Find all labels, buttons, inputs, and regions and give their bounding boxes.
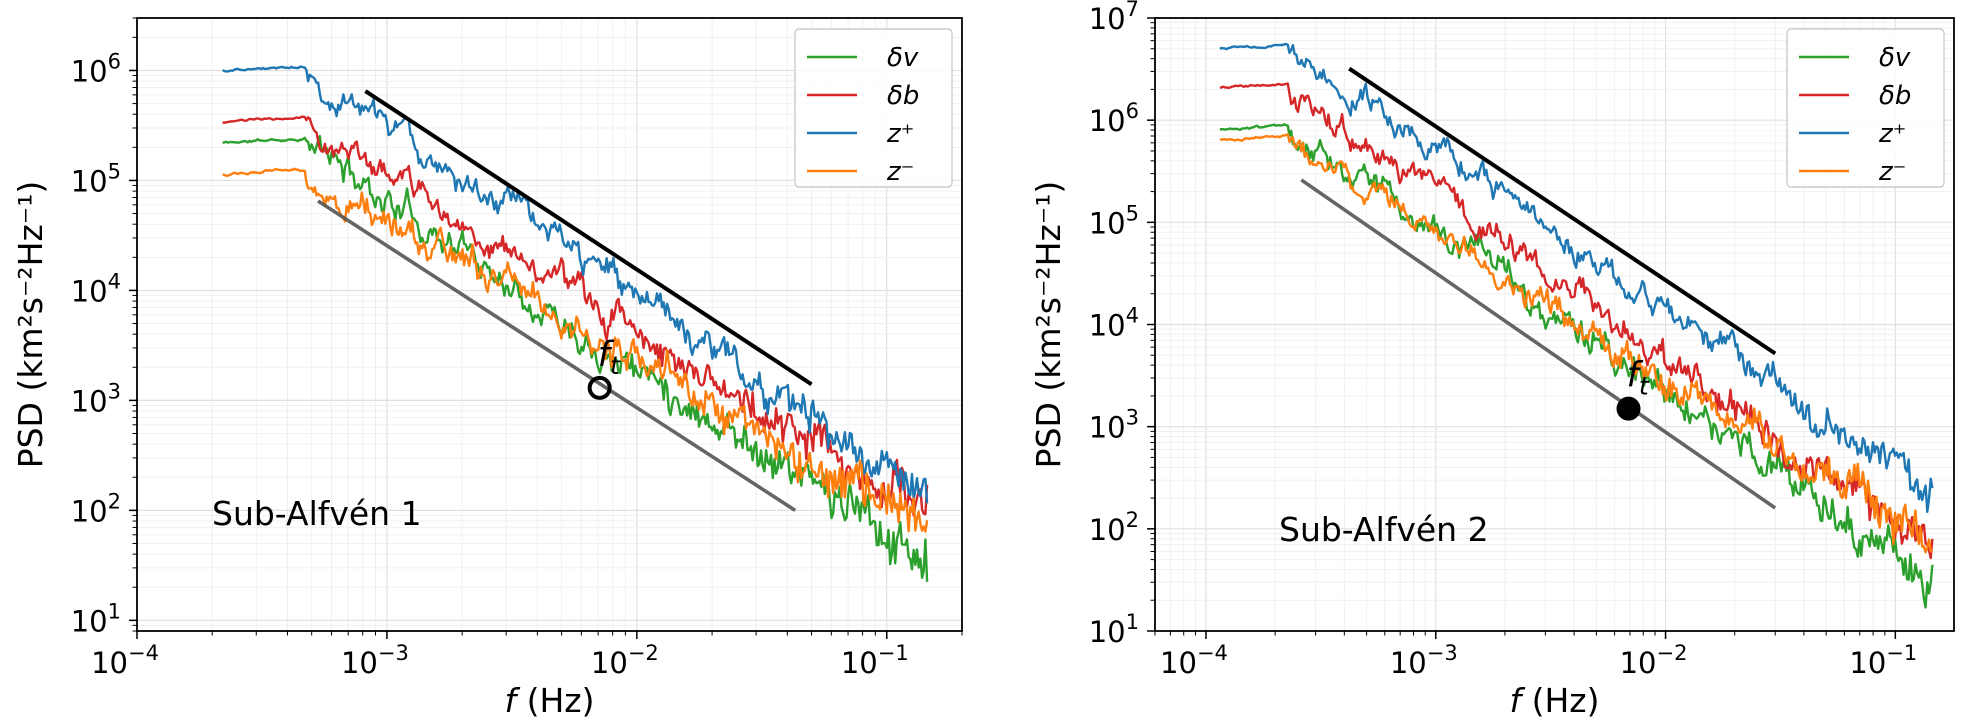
legend-box <box>794 28 953 188</box>
legend-label-δb: δb <box>887 81 919 111</box>
power-law-fit-line <box>317 199 797 512</box>
x-tick-label: 10−1 <box>1849 641 1917 680</box>
y-tick-exponent: 4 <box>108 269 121 293</box>
x-tick-exponent: −3 <box>1427 641 1458 665</box>
legend-label-z+: z⁺ <box>886 119 914 149</box>
y-tick-label: 102 <box>71 489 121 528</box>
y-tick-label: 101 <box>1089 610 1139 649</box>
power-law-fit-line <box>364 89 813 386</box>
y-tick-exponent: 5 <box>1126 201 1139 225</box>
y-tick-exponent: 1 <box>108 599 121 623</box>
x-tick-exponent: −1 <box>878 641 909 665</box>
x-tick-label: 10−2 <box>591 641 659 680</box>
y-tick-exponent: 2 <box>1126 508 1139 532</box>
x-tick-exponent: −1 <box>1886 641 1917 665</box>
series-line-δv <box>222 134 929 582</box>
axes-frame <box>136 17 963 632</box>
legend-label-z+: z⁺ <box>1878 119 1906 149</box>
y-axis-label: PSD (km²s⁻²Hz⁻¹) <box>11 181 50 469</box>
x-tick-exponent: −2 <box>628 641 659 665</box>
x-axis-label-unit: (Hz) <box>516 681 594 720</box>
legend: δv δb z⁺ z⁻ <box>794 28 953 188</box>
y-tick-label: 104 <box>71 269 121 308</box>
y-tick-exponent: 6 <box>108 49 121 73</box>
x-tick-label: 10−3 <box>341 641 409 680</box>
y-tick-exponent: 1 <box>1126 610 1139 634</box>
x-tick-label: 10−4 <box>1160 641 1228 680</box>
series-line-z− <box>1219 133 1934 554</box>
x-axis-label: f (Hz) <box>505 681 595 720</box>
legend-label-z−: z⁻ <box>886 157 914 187</box>
ft-point <box>1616 396 1641 421</box>
x-tick-label: 10−3 <box>1390 641 1458 680</box>
series-line-z+ <box>222 65 929 504</box>
x-axis-label-unit: (Hz) <box>1521 681 1599 720</box>
legend-box <box>1786 28 1945 188</box>
x-tick-label: 10−1 <box>841 641 909 680</box>
legend-label-δv: δv <box>887 43 919 73</box>
x-tick-exponent: −4 <box>1197 641 1228 665</box>
y-tick-exponent: 2 <box>108 489 121 513</box>
y-tick-label: 106 <box>1089 99 1139 138</box>
legend: δv δb z⁺ z⁻ <box>1786 28 1945 188</box>
legend-label-δv: δv <box>1879 43 1911 73</box>
ft-point <box>587 375 612 400</box>
y-tick-label: 105 <box>71 159 121 198</box>
y-tick-label: 101 <box>71 599 121 638</box>
series-line-z− <box>222 167 929 533</box>
y-tick-exponent: 3 <box>108 379 121 403</box>
ft-subscript: t <box>1639 372 1650 401</box>
y-tick-label: 107 <box>1089 0 1139 36</box>
legend-label-z−: z⁻ <box>1878 157 1906 187</box>
y-tick-label: 103 <box>71 379 121 418</box>
y-tick-exponent: 6 <box>1126 99 1139 123</box>
y-tick-exponent: 7 <box>1126 0 1139 21</box>
power-law-fit-line <box>1300 178 1777 510</box>
x-axis-label: f (Hz) <box>1510 681 1600 720</box>
y-tick-label: 103 <box>1089 406 1139 445</box>
x-tick-label: 10−2 <box>1620 641 1688 680</box>
power-law-fit-line <box>1348 66 1777 356</box>
y-tick-exponent: 5 <box>108 159 121 183</box>
y-tick-exponent: 3 <box>1126 406 1139 430</box>
y-tick-exponent: 4 <box>1126 304 1139 328</box>
x-tick-exponent: −4 <box>128 641 159 665</box>
plot-area <box>222 65 929 582</box>
panel-annotation: Sub-Alfvén 2 <box>1279 510 1489 549</box>
y-tick-label: 105 <box>1089 201 1139 240</box>
x-tick-label: 10−4 <box>91 641 159 680</box>
y-tick-label: 102 <box>1089 508 1139 547</box>
y-tick-label: 106 <box>71 49 121 88</box>
x-tick-exponent: −3 <box>378 641 409 665</box>
y-axis-label: PSD (km²s⁻²Hz⁻¹) <box>1029 181 1068 469</box>
series-line-z+ <box>1219 42 1934 513</box>
legend-label-δb: δb <box>1879 81 1911 111</box>
ft-subscript: t <box>610 351 621 380</box>
x-tick-exponent: −2 <box>1657 641 1688 665</box>
y-tick-label: 104 <box>1089 304 1139 343</box>
panel-annotation: Sub-Alfvén 1 <box>212 494 422 533</box>
plot-area <box>1219 42 1934 609</box>
